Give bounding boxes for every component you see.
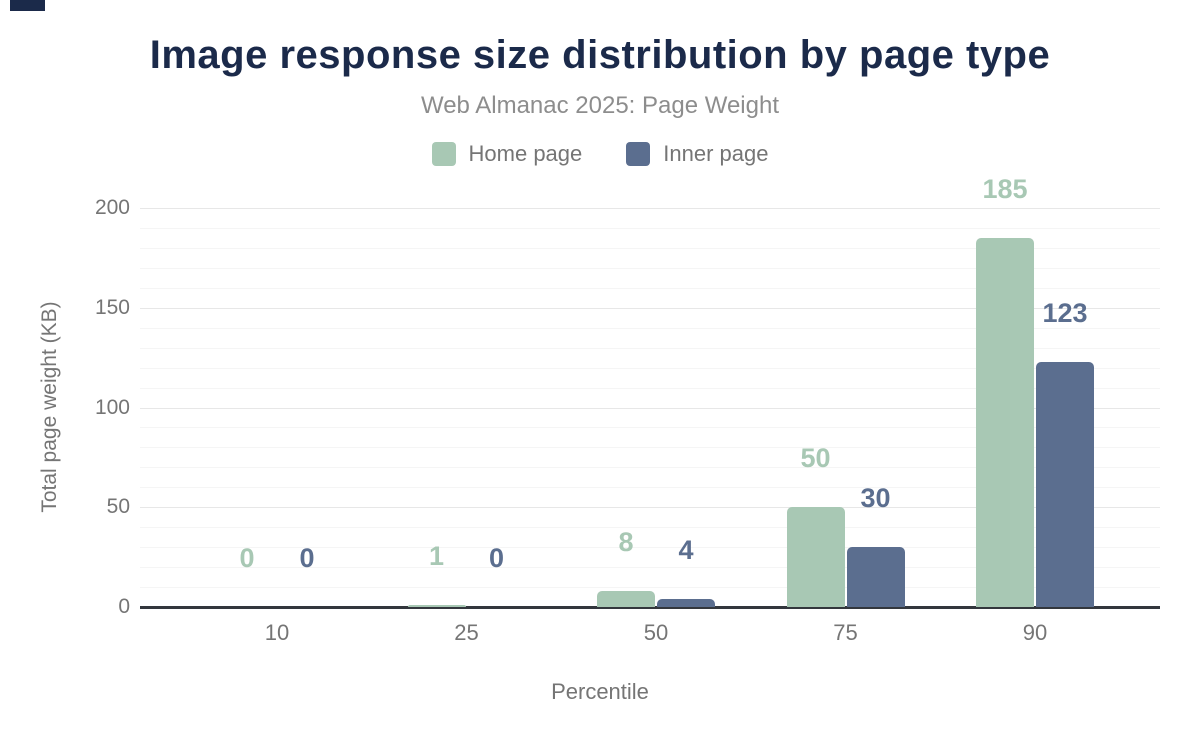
chart-subtitle: Web Almanac 2025: Page Weight	[420, 92, 779, 119]
bar-value-label-home-page-p90: 185	[982, 173, 1028, 204]
legend-label-inner-page: Inner page	[663, 141, 769, 166]
bar-value-label-inner-page-p90: 123	[1042, 297, 1088, 328]
x-axis-title: Percentile	[551, 679, 649, 704]
bar-value-label-inner-page-p25: 0	[488, 543, 505, 573]
x-tick-label-90: 90	[1022, 620, 1048, 645]
bar-home-page-p50	[597, 591, 655, 607]
y-axis-title: Total page weight (KB)	[38, 301, 61, 513]
bar-value-label-home-page-p25: 1	[428, 541, 445, 571]
bar-value-label-home-page-p75: 50	[800, 443, 831, 474]
bar-inner-page-p50	[657, 599, 715, 607]
chart-title: Image response size distribution by page…	[149, 33, 1051, 77]
gridline-170	[140, 267, 1160, 269]
gridline-130	[140, 347, 1160, 349]
y-tick-label-50: 50	[106, 495, 130, 519]
bar-home-page-p25	[407, 605, 466, 607]
y-tick-label-150: 150	[94, 295, 130, 319]
gridline-70	[140, 467, 1160, 469]
gridline-10	[140, 587, 1160, 589]
top-left-mark	[10, 0, 45, 11]
gridline-60	[140, 487, 1160, 489]
x-tick-label-10: 10	[264, 620, 290, 645]
y-tick-label-100: 100	[94, 395, 130, 419]
x-tick-label-75: 75	[833, 620, 858, 645]
inner-page-swatch	[626, 142, 651, 166]
gridline-150	[140, 307, 1160, 309]
x-axis-line	[140, 606, 1160, 609]
x-tick-label-25: 25	[454, 620, 479, 645]
gridline-20	[140, 567, 1160, 569]
gridline-90	[140, 427, 1160, 429]
legend-item-home-page: Home page	[431, 141, 583, 167]
x-tick-label-50: 50	[643, 620, 669, 645]
gridline-80	[140, 447, 1160, 449]
gridline-190	[140, 227, 1160, 229]
bar-value-label-inner-page-p10: 0	[299, 543, 315, 573]
home-page-swatch	[431, 142, 456, 166]
gridline-50	[140, 507, 1160, 509]
legend: Home page Inner page	[0, 141, 1200, 167]
bar-home-page-p90	[976, 237, 1034, 607]
gridline-40	[140, 527, 1160, 529]
legend-item-inner-page: Inner page	[626, 141, 768, 167]
bar-value-label-inner-page-p75: 30	[860, 483, 891, 514]
bar-inner-page-p90	[1036, 361, 1094, 607]
gridline-140	[140, 327, 1160, 329]
bar-inner-page-p75	[846, 547, 905, 607]
gridline-100	[140, 407, 1160, 409]
y-tick-label-200: 200	[94, 196, 130, 219]
gridline-120	[140, 367, 1160, 369]
gridline-160	[140, 287, 1160, 289]
gridline-200	[140, 208, 1160, 209]
y-tick-label-0: 0	[118, 595, 130, 618]
gridline-110	[140, 387, 1160, 389]
bar-value-label-home-page-p10: 0	[239, 543, 255, 573]
bar-value-label-inner-page-p50: 4	[678, 535, 694, 566]
gridline-30	[140, 547, 1160, 549]
legend-label-home-page: Home page	[468, 141, 583, 166]
bar-home-page-p75	[786, 507, 845, 607]
bar-value-label-home-page-p50: 8	[618, 527, 634, 558]
gridline-180	[140, 247, 1160, 249]
